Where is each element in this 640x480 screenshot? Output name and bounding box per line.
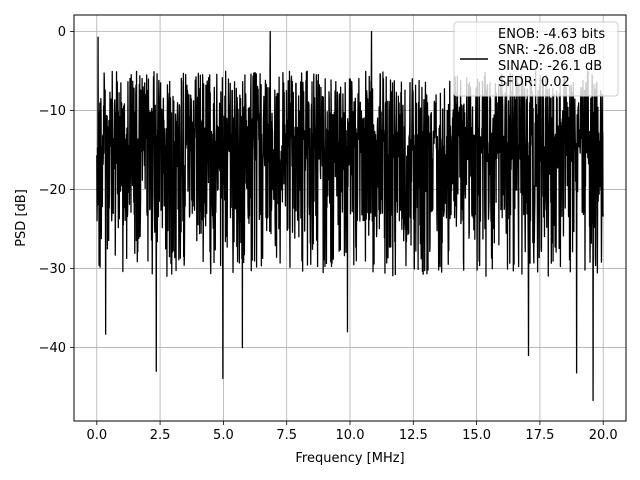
- psd-series-line: [96, 30, 604, 402]
- x-tick-label: 10.0: [336, 428, 365, 443]
- x-tick-label: 20.0: [589, 428, 618, 443]
- legend: ENOB: -4.63 bits SNR: -26.08 dB SINAD: -26…: [453, 21, 619, 97]
- x-tick-label: 17.5: [525, 428, 554, 443]
- x-tick-label: 2.5: [150, 428, 171, 443]
- y-axis-label: PSD [dB]: [14, 189, 29, 247]
- x-tick-label: 12.5: [399, 428, 428, 443]
- y-tick-label: 0: [58, 25, 66, 40]
- x-tick-label: 5.0: [213, 428, 234, 443]
- x-tick-label: 0.0: [86, 428, 107, 443]
- y-tick-label: −20: [39, 183, 66, 198]
- x-tick-label: 15.0: [462, 428, 491, 443]
- x-axis-label: Frequency [MHz]: [295, 451, 404, 466]
- legend-entry-label: ENOB: -4.63 bits SNR: -26.08 dB SINAD: -26…: [498, 27, 605, 90]
- x-tick-label: 7.5: [276, 428, 297, 443]
- y-tick-label: −40: [39, 341, 66, 356]
- y-tick-label: −10: [39, 104, 66, 119]
- x-axis-ticks: 0.0 2.5 5.0 7.5 10.0 12.5 15.0 17.5 20.0: [86, 421, 618, 443]
- y-tick-label: −30: [39, 262, 66, 277]
- legend-box: [453, 21, 619, 97]
- y-axis-ticks: 0 −10 −20 −30 −40: [39, 25, 74, 356]
